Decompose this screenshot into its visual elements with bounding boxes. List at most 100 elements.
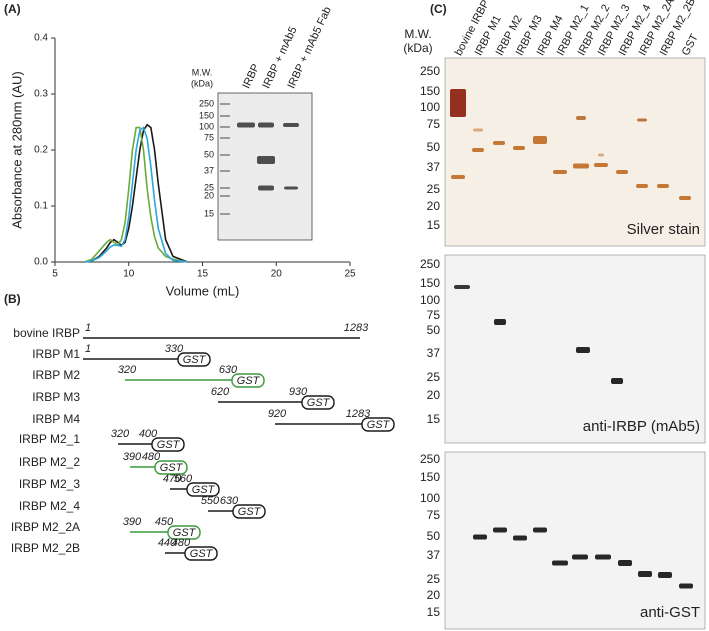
blot-band	[595, 554, 611, 560]
y-axis-label: Absorbance at 280nm (AU)	[9, 71, 24, 229]
mw-marker: 75	[427, 508, 441, 522]
mw-marker: 100	[420, 100, 440, 114]
panel-label: (B)	[4, 292, 21, 306]
blot-band	[572, 554, 588, 560]
mw-title: (kDa)	[403, 41, 432, 55]
blot-band	[611, 378, 623, 384]
end-residue: 930	[289, 386, 308, 398]
x-tick-label: 10	[123, 269, 135, 280]
blot-label: Silver stain	[627, 221, 700, 238]
gst-tag	[301, 395, 335, 410]
mw-marker: 100	[420, 491, 440, 505]
end-residue: 560	[174, 473, 193, 485]
mw-marker: 25	[204, 182, 214, 192]
blot-band	[679, 583, 693, 589]
blot-band	[451, 175, 465, 179]
blot-band	[450, 89, 466, 117]
mw-marker: 150	[199, 110, 214, 120]
end-residue: 630	[219, 364, 238, 376]
blot-band	[553, 170, 567, 174]
ladder-band	[220, 154, 230, 156]
gst-label: GST	[173, 527, 197, 539]
mw-marker: 150	[420, 470, 440, 484]
gst-label: GST	[307, 397, 331, 409]
blot	[444, 57, 706, 247]
gel-band	[258, 122, 274, 128]
x-axis-label: Volume (mL)	[166, 283, 240, 298]
mw-title: M.W.	[404, 27, 431, 41]
start-residue: 1	[85, 322, 91, 334]
mw-marker: 20	[427, 388, 441, 402]
y-tick-label: 0.0	[34, 257, 48, 268]
mw-marker: 50	[427, 140, 441, 154]
blot-band	[454, 285, 470, 289]
start-residue: 390	[123, 451, 142, 463]
gel-band	[284, 186, 298, 190]
ladder-band	[220, 195, 230, 197]
gst-label: GST	[367, 419, 391, 431]
gst-tag	[232, 504, 266, 519]
gel-band	[237, 122, 255, 128]
gst-tag	[154, 460, 188, 475]
construct-name: bovine IRBP	[13, 326, 80, 340]
start-residue: 1	[85, 343, 91, 355]
mw-marker: 50	[427, 323, 441, 337]
gst-tag	[231, 373, 265, 388]
mw-marker: 15	[204, 208, 214, 218]
mw-marker: 37	[427, 160, 441, 174]
start-residue: 920	[268, 408, 287, 420]
mw-marker: 37	[427, 548, 441, 562]
mw-marker: 15	[427, 412, 441, 426]
blot-band	[598, 153, 604, 157]
blot-band	[493, 527, 507, 533]
start-residue: 320	[118, 364, 137, 376]
mw-marker: 15	[427, 218, 441, 232]
blot-band	[594, 163, 608, 167]
blot-band	[473, 534, 487, 540]
inset-gel	[217, 92, 313, 241]
mw-marker: 25	[427, 182, 441, 196]
series-line	[84, 123, 189, 263]
blot-band	[513, 535, 527, 541]
construct-name: IRBP M2	[32, 368, 80, 382]
blot-band	[493, 141, 505, 145]
construct-name: IRBP M1	[32, 347, 80, 361]
blot-band	[494, 319, 506, 325]
mw-marker: 250	[420, 64, 440, 78]
gst-tag	[177, 352, 211, 367]
mw-marker: 25	[427, 572, 441, 586]
mw-marker: 100	[420, 293, 440, 307]
end-residue: 1283	[344, 322, 369, 334]
construct-name: IRBP M2_2B	[11, 541, 80, 555]
start-residue: 620	[211, 386, 230, 398]
blot	[444, 254, 706, 444]
ladder-band	[220, 170, 230, 172]
x-tick-label: 20	[271, 269, 283, 280]
x-tick-label: 5	[52, 269, 58, 280]
panel-label: (A)	[4, 2, 21, 16]
ladder-band	[220, 126, 230, 128]
end-residue: 480	[172, 537, 191, 549]
gst-label: GST	[237, 375, 261, 387]
blot	[444, 451, 706, 630]
ladder-band	[220, 187, 230, 189]
blot-band	[552, 560, 568, 566]
series-line	[84, 126, 188, 263]
ladder-band	[220, 213, 230, 215]
panel-label: (C)	[430, 2, 447, 16]
blot-band	[576, 347, 590, 353]
gel-band	[258, 185, 274, 191]
mw-marker: 20	[204, 190, 214, 200]
construct-name: IRBP M2_3	[19, 477, 80, 491]
end-residue: 400	[139, 428, 158, 440]
mw-marker: 25	[427, 370, 441, 384]
start-residue: 390	[123, 516, 142, 528]
blot-band	[679, 196, 691, 200]
mw-marker: 75	[427, 117, 441, 131]
mw-marker: 15	[427, 605, 441, 619]
end-residue: 630	[220, 495, 239, 507]
mw-marker: 250	[420, 257, 440, 271]
construct-name: IRBP M2_2A	[11, 520, 80, 534]
mw-marker: 50	[427, 529, 441, 543]
construct-name: IRBP M4	[32, 412, 80, 426]
